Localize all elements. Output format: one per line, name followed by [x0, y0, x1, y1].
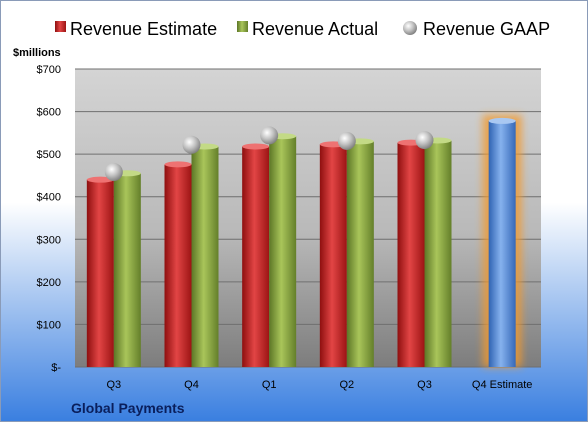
x-tick-label: Q1 — [262, 379, 277, 391]
x-tick-label: Q2 — [339, 379, 354, 391]
legend-label-revenue-gaap: Revenue GAAP — [423, 19, 550, 39]
y-tick-label: $500 — [37, 149, 61, 161]
x-tick-label: Q3 — [417, 379, 432, 391]
bars — [86, 114, 522, 368]
y-tick-label: $100 — [37, 319, 61, 331]
y-tick-label: $- — [51, 362, 61, 374]
legend-label-revenue-estimate: Revenue Estimate — [70, 19, 217, 39]
marker-revenue-gaap — [260, 126, 279, 145]
chart-legend: Revenue Estimate Revenue Actual Revenue … — [55, 19, 550, 39]
bar-revenue-actual — [113, 173, 141, 367]
gridlines — [75, 68, 541, 368]
x-tick-label: Q3 — [106, 379, 121, 391]
bar-revenue-estimate — [164, 164, 192, 367]
bar-revenue-actual — [269, 136, 297, 367]
legend-swatch-revenue-actual — [237, 21, 248, 32]
y-tick-label: $600 — [37, 107, 61, 119]
plot-area — [75, 69, 541, 367]
bar-revenue-estimate — [397, 142, 425, 367]
bar-revenue-actual — [191, 146, 219, 367]
x-axis-ticks: Q3 Q4 Q1 Q2 Q3 Q4 Estimate — [106, 379, 532, 391]
bar-top-revenue-estimate — [242, 143, 270, 150]
legend-label-revenue-actual: Revenue Actual — [252, 19, 378, 39]
bar-revenue-estimate-forecast — [488, 120, 516, 368]
bar-revenue-actual — [424, 140, 452, 367]
bar-revenue-estimate — [242, 146, 270, 367]
company-name: Global Payments — [71, 400, 185, 416]
y-tick-label: $200 — [37, 277, 61, 289]
x-tick-label: Q4 — [184, 379, 199, 391]
y-tick-label: $300 — [37, 234, 61, 246]
bar-revenue-estimate — [86, 179, 114, 367]
legend-swatch-revenue-gaap — [403, 21, 417, 35]
bar-revenue-estimate — [319, 144, 347, 367]
marker-revenue-gaap — [415, 131, 434, 150]
marker-revenue-gaap — [337, 131, 356, 150]
x-tick-label: Q4 Estimate — [472, 379, 533, 391]
y-tick-label: $700 — [37, 64, 61, 76]
bar-top-revenue-estimate — [86, 176, 114, 183]
marker-revenue-gaap — [182, 135, 201, 154]
bar-top-revenue-estimate — [164, 161, 192, 168]
legend-swatch-revenue-estimate — [55, 21, 66, 32]
y-tick-label: $400 — [37, 192, 61, 204]
bar-revenue-actual — [346, 141, 374, 367]
y-axis-ticks: $- $100 $200 $300 $400 $500 $600 $700 — [37, 64, 62, 374]
marker-revenue-gaap — [104, 163, 123, 182]
y-axis-label: $millions — [13, 47, 61, 59]
bar-top-revenue-estimate-forecast — [488, 117, 516, 124]
